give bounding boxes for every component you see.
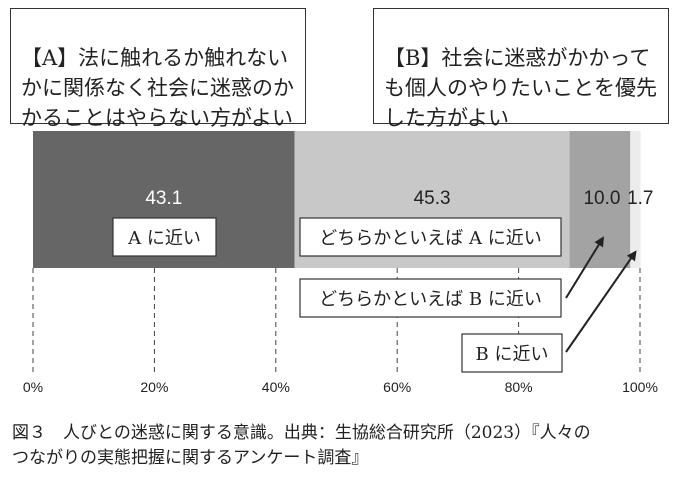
data-label: 45.3: [414, 188, 451, 209]
x-tick-label: 80%: [505, 379, 533, 395]
data-label: 43.1: [145, 188, 182, 209]
x-tick-label: 40%: [262, 379, 290, 395]
legend-label: A に近い: [127, 228, 201, 249]
legend-label: どちらかといえば A に近い: [319, 228, 541, 249]
x-tick-label: 60%: [383, 379, 411, 395]
bar-segment: [630, 131, 641, 268]
legend-label-box: [299, 278, 562, 318]
statement-a-text: 【A】法に触れるか触れない かに関係なく社会に迷惑のか かることはやらない方がよ…: [21, 46, 294, 130]
x-tick-label: 20%: [140, 379, 168, 395]
x-tick-label: 0%: [23, 379, 43, 395]
pointer-arrow: [565, 236, 604, 299]
data-label: 1.7: [627, 188, 653, 209]
data-label: 10.0: [583, 188, 620, 209]
legend-label: どちらかといえば B に近い: [319, 289, 542, 310]
legend-label-box: [299, 217, 562, 257]
statement-b-box: 【B】社会に迷惑がかかって も個人のやりたいことを優先 した方がよい: [373, 8, 669, 130]
pointer-arrow: [565, 250, 637, 353]
statement-a-box: 【A】法に触れるか触れない かに関係なく社会に迷惑のか かることはやらない方がよ…: [10, 8, 306, 130]
statement-b-text: 【B】社会に迷惑がかかって も個人のやりたいことを優先 した方がよい: [384, 46, 657, 130]
figure-caption: 図３ 人びとの迷惑に関する意識。出典：生協総合研究所（2023）『人々の つなが…: [12, 423, 591, 468]
x-tick-label: 100%: [622, 379, 658, 395]
legend-label-box: [461, 333, 563, 373]
legend-label: B に近い: [476, 344, 549, 365]
legend-label-box: [112, 217, 217, 257]
